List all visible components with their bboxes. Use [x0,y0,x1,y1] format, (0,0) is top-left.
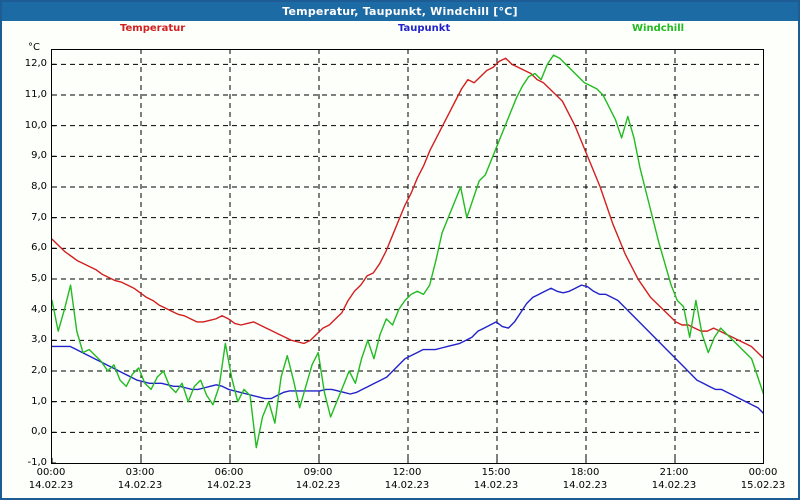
x-tick-time: 00:00 [748,467,778,478]
y-tick-label: 0,0 [31,426,47,438]
y-tick-label: 9,0 [31,150,47,162]
x-tick-label-group: 15:00 14.02.23 [456,466,536,493]
y-tick-label: 1,0 [31,395,47,407]
y-tick-label: 11,0 [24,89,47,100]
x-tick-label-group: 00:00 15.02.23 [723,466,800,493]
y-axis-unit-label: °C [28,42,40,53]
series-line-windchill [52,54,764,449]
x-tick-time: 06:00 [214,467,244,478]
x-tick-label-group: 18:00 14.02.23 [545,466,625,493]
y-tick-label: 8,0 [31,181,47,192]
x-tick-date: 14.02.23 [562,480,608,491]
y-tick-label: 10,0 [24,119,47,131]
x-axis-tick-labels: 00:00 14.02.23 03:00 14.02.23 06:00 14.02.23 0… [2,466,798,498]
y-tick-label: 6,0 [31,242,47,254]
x-tick-time: 18:00 [570,467,600,478]
plot-right-border [763,49,764,464]
legend-item-taupunkt: Taupunkt [398,23,451,34]
series-line-taupunkt [52,284,764,415]
x-tick-label-group: 09:00 14.02.23 [278,466,358,493]
legend-item-temperatur: Temperatur [120,23,186,34]
x-tick-date: 14.02.23 [117,480,163,491]
x-tick-time: 03:00 [125,467,155,478]
y-tick-label: 7,0 [31,211,47,223]
x-tick-date: 14.02.23 [28,480,74,491]
x-tick-date: 14.02.23 [295,480,341,491]
y-tick-label: 2,0 [31,365,47,376]
x-tick-label-group: 06:00 14.02.23 [189,466,269,493]
x-tick-time: 12:00 [392,467,422,478]
x-tick-time: 00:00 [36,467,66,478]
y-tick-label: 3,0 [31,334,47,346]
y-tick-label: 4,0 [31,303,47,315]
chart-legend: Temperatur Taupunkt Windchill [2,21,798,38]
x-tick-date: 15.02.23 [740,480,786,491]
legend-item-windchill: Windchill [632,23,685,34]
y-tick-label: 12,0 [24,58,47,70]
data-series-layer [52,54,764,449]
x-tick-date: 14.02.23 [206,480,252,491]
y-tick-label: 5,0 [31,273,47,284]
window-title-bar: Temperatur, Taupunkt, Windchill [°C] [2,2,798,21]
y-axis-tick-labels: 12,0 11,0 10,0 9,0 8,0 7,0 6,0 5,0 4,0 3,0 2,0 1,0 0… [2,49,47,468]
plot-area-wrapper: °C 12,0 11,0 10,0 9,0 8,0 7,0 6,0 5,0 4,0 3,0 2,0 1… [2,38,798,498]
y-tick-label: -1,0 [27,457,47,468]
x-tick-date: 14.02.23 [384,480,430,491]
x-tick-label-group: 12:00 14.02.23 [367,466,447,493]
chart-canvas [52,49,764,463]
x-tick-time: 09:00 [303,467,333,478]
plot-top-border [51,49,764,50]
x-tick-label-group: 21:00 14.02.23 [634,466,714,493]
x-tick-date: 14.02.23 [473,480,519,491]
plot-area [51,49,764,464]
x-tick-time: 21:00 [659,467,689,478]
x-tick-label-group: 00:00 14.02.23 [11,466,91,493]
series-line-temperatur [52,57,764,360]
page-title: Temperatur, Taupunkt, Windchill [°C] [282,5,518,18]
x-tick-time: 15:00 [481,467,511,478]
x-tick-label-group: 03:00 14.02.23 [100,466,180,493]
gridlines [52,49,764,463]
x-tick-date: 14.02.23 [651,480,697,491]
